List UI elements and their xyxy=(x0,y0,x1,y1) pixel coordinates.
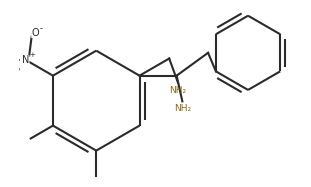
Text: N: N xyxy=(22,55,30,65)
Text: NH₂: NH₂ xyxy=(169,86,187,95)
Text: +: + xyxy=(29,52,35,58)
Text: O: O xyxy=(31,28,39,38)
Text: NH₂: NH₂ xyxy=(174,104,191,113)
Text: -: - xyxy=(40,24,43,33)
